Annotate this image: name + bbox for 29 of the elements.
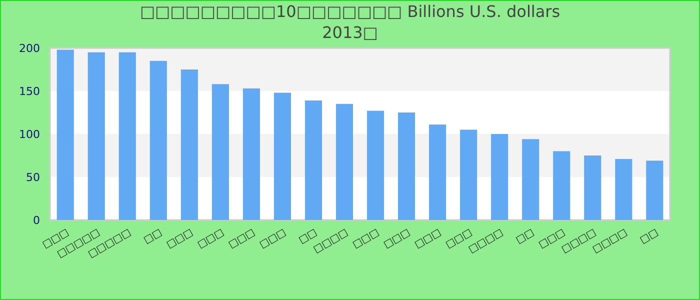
bar [242,88,260,220]
bar [212,84,229,220]
x-tick-label: □□ [514,227,536,246]
bar [615,158,632,220]
y-tick-label: 50 [26,170,40,184]
bar [522,139,540,220]
bar [366,110,384,220]
x-tick-label: □□ [142,227,164,246]
bar [336,104,354,220]
bar [118,52,136,220]
x-tick-label: □□ [638,227,660,246]
bar [304,100,322,220]
bar [553,151,570,220]
bar [88,52,105,220]
bar [150,60,167,220]
y-tick-label: 200 [19,42,40,55]
y-tick-label: 150 [19,84,40,98]
bar [460,130,478,220]
bar [491,134,508,220]
chart-title: □□□□□□□□□10□□□□□□□ Billions U.S. dollars 2013□ [140,2,560,42]
y-tick-label: 100 [19,128,40,141]
bar [274,92,291,220]
bar [646,160,664,220]
bar [429,124,446,220]
bar [398,112,416,220]
bar [56,50,74,220]
y-tick-label: 0 [33,214,40,227]
bar [180,70,198,220]
bar [584,156,602,220]
